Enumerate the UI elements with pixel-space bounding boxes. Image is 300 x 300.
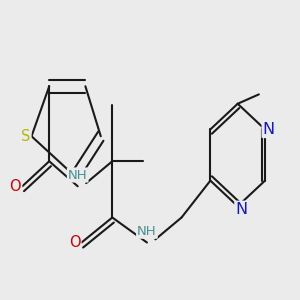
Text: NH: NH [68,169,88,182]
Text: N: N [263,122,275,137]
Text: NH: NH [137,225,157,238]
Text: O: O [10,179,21,194]
Text: S: S [21,129,31,144]
Text: N: N [236,202,247,217]
Text: O: O [69,235,80,250]
